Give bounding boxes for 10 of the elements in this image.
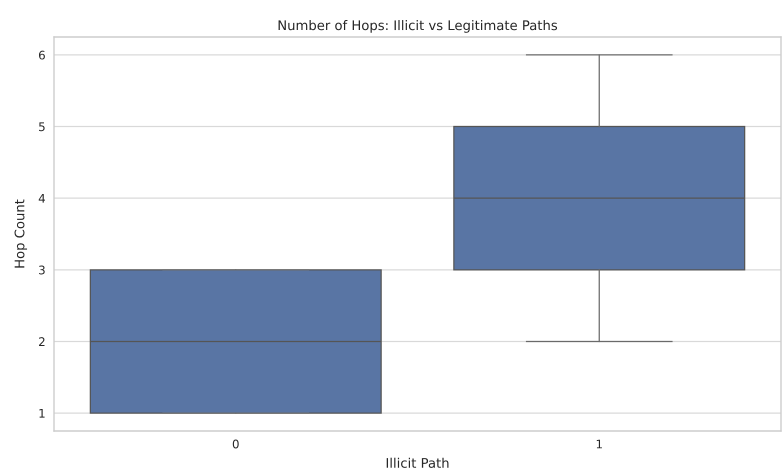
y-axis-title: Hop Count bbox=[14, 199, 28, 268]
chart-title: Number of Hops: Illicit vs Legitimate Paths bbox=[278, 20, 558, 33]
y-tick-label: 1 bbox=[39, 408, 45, 418]
x-axis-title: Illicit Path bbox=[386, 458, 448, 468]
y-tick-label: 3 bbox=[39, 266, 45, 274]
y-tick-label: 6 bbox=[38, 50, 45, 60]
y-tick-label: 4 bbox=[38, 194, 46, 203]
y-tick-label: 2 bbox=[39, 337, 44, 346]
y-tick-label: 5 bbox=[39, 122, 45, 132]
x-tick-label: 0 bbox=[232, 440, 239, 448]
